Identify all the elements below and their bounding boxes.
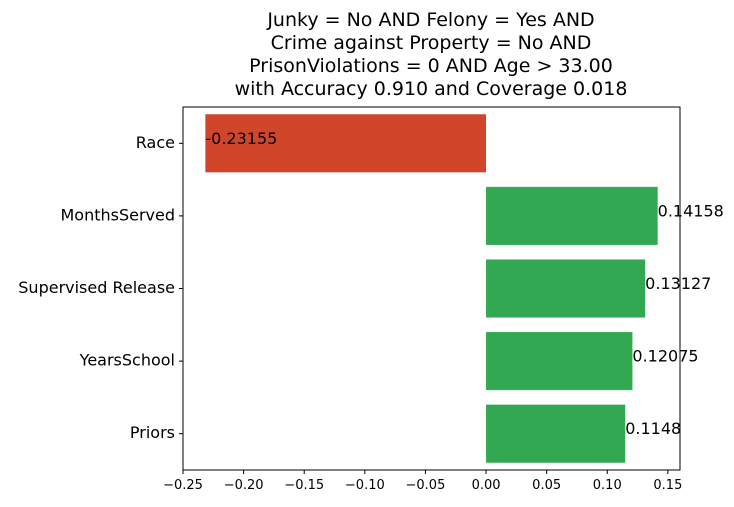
x-tick-label: −0.20 bbox=[224, 478, 264, 493]
bar bbox=[486, 404, 626, 463]
category-label: MonthsServed bbox=[60, 205, 175, 224]
chart-title-line: Crime against Property = No AND bbox=[271, 32, 592, 54]
chart-title-line: Junky = No AND Felony = Yes AND bbox=[266, 9, 594, 31]
category-label: Supervised Release bbox=[18, 278, 175, 297]
category-label: Race bbox=[136, 133, 175, 152]
bar bbox=[486, 186, 658, 245]
x-tick-label: −0.25 bbox=[163, 478, 203, 493]
category-labels: Race MonthsServed Supervised Release YearsS… bbox=[18, 133, 175, 442]
value-label: 0.1148 bbox=[625, 419, 681, 438]
bar bbox=[486, 332, 633, 391]
bar bbox=[486, 259, 646, 318]
x-tick-label: 0.10 bbox=[593, 478, 622, 493]
category-label: YearsSchool bbox=[79, 351, 175, 370]
x-tick-label: 0.05 bbox=[532, 478, 561, 493]
x-tick-label: −0.15 bbox=[284, 478, 324, 493]
plot-frame bbox=[182, 106, 681, 471]
value-label: 0.12075 bbox=[632, 347, 698, 366]
bar bbox=[205, 114, 487, 173]
value-labels: -0.23155 0.14158 0.13127 0.12075 0.1148 bbox=[205, 129, 723, 438]
category-label: Priors bbox=[130, 423, 175, 442]
chart-title-line: with Accuracy 0.910 and Coverage 0.018 bbox=[235, 78, 628, 100]
value-label: -0.23155 bbox=[205, 129, 277, 148]
chart-title-line: PrisonViolations = 0 AND Age > 33.00 bbox=[249, 55, 613, 77]
chart-title: Junky = No AND Felony = Yes AND Crime ag… bbox=[235, 9, 628, 100]
x-tick-label: 0.00 bbox=[472, 478, 501, 493]
bars-group bbox=[205, 114, 658, 463]
x-tick-label: −0.10 bbox=[345, 478, 385, 493]
x-axis: −0.25 −0.20 −0.15 −0.10 −0.05 0.00 0.05 0.10 0.1… bbox=[163, 142, 682, 493]
value-label: 0.13127 bbox=[645, 274, 711, 293]
x-tick-label: 0.15 bbox=[653, 478, 682, 493]
x-tick-label: −0.05 bbox=[406, 478, 446, 493]
value-label: 0.14158 bbox=[658, 201, 724, 220]
